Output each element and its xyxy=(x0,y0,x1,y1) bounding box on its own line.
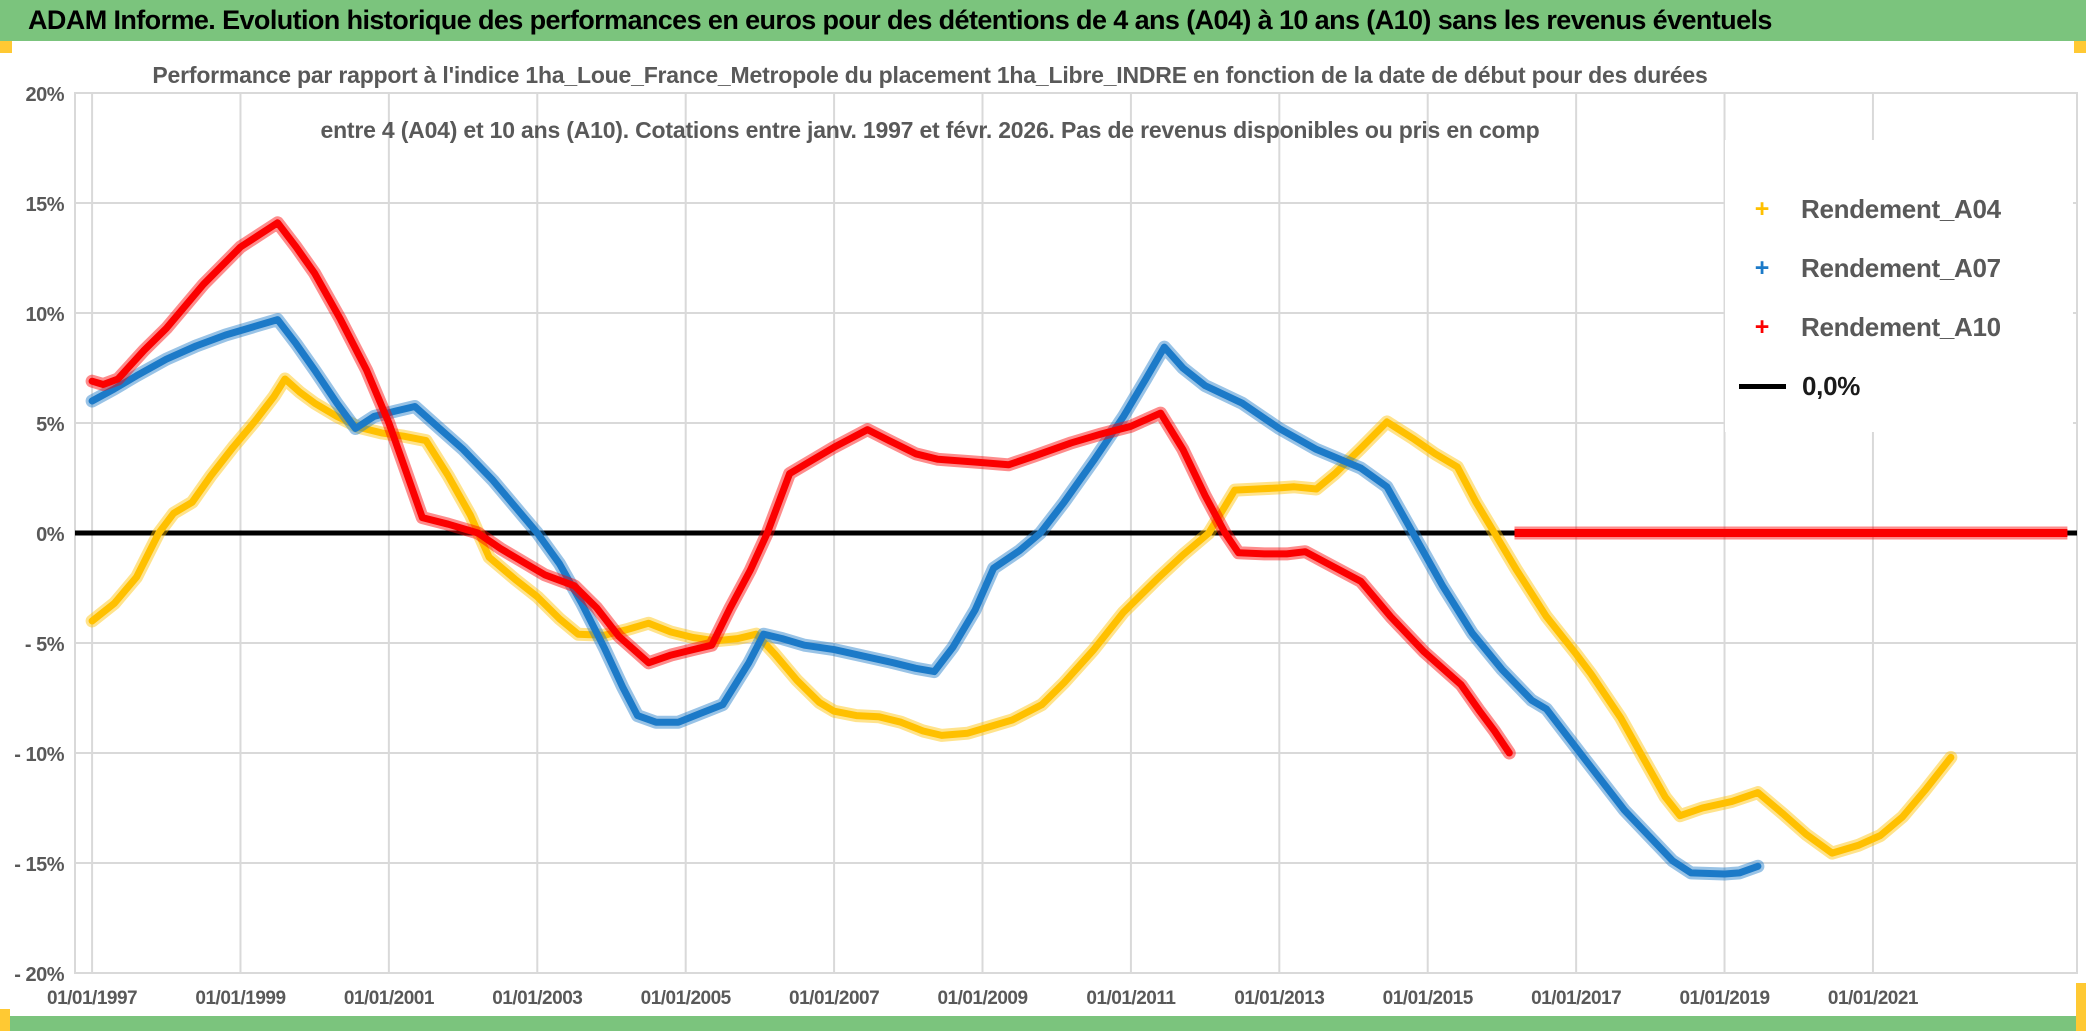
chart-title-line2: entre 4 (A04) et 10 ans (A10). Cotations… xyxy=(320,117,1540,143)
y-tick-label: - 20% xyxy=(14,964,64,986)
y-tick-label: - 10% xyxy=(14,744,64,766)
x-tick-label: 01/01/2005 xyxy=(641,988,732,1009)
x-tick-label: 01/01/2007 xyxy=(789,988,879,1009)
series-rendement-a10-line xyxy=(88,219,1513,757)
header-bar: ADAM Informe. Evolution historique des p… xyxy=(0,0,2086,41)
y-tick-label: 15% xyxy=(25,194,64,216)
x-tick-label: 01/01/2011 xyxy=(1086,988,1176,1009)
plus-marker-icon: + xyxy=(1754,313,1770,341)
y-tick-label: 20% xyxy=(25,84,64,106)
x-tick-label: 01/01/2017 xyxy=(1531,988,1621,1009)
x-tick-label: 01/01/2001 xyxy=(344,988,435,1009)
chart-title-line1: Performance par rapport à l'indice 1ha_L… xyxy=(152,62,1708,88)
zero-line-swatch xyxy=(1739,384,1786,389)
legend-label: Rendement_A04 xyxy=(1801,194,2001,224)
x-tick-label: 01/01/2021 xyxy=(1828,988,1919,1009)
chart-legend: + Rendement_A04 + Rendement_A07 + Rendement_A… xyxy=(1725,140,2073,432)
bottom-bar xyxy=(0,1016,2086,1031)
accent-corner-top-right xyxy=(2074,41,2086,53)
legend-item-0-0-: 0,0% xyxy=(1725,357,2073,416)
x-tick-label: 01/01/2015 xyxy=(1383,988,1474,1009)
legend-item-rendement-a10: + Rendement_A10 xyxy=(1725,298,2073,357)
y-tick-label: 10% xyxy=(25,304,64,326)
legend-item-rendement-a04: + Rendement_A04 xyxy=(1725,180,2073,239)
legend-label: 0,0% xyxy=(1802,371,1861,401)
accent-corner-bottom-left xyxy=(0,1009,10,1031)
x-tick-label: 01/01/2003 xyxy=(492,988,582,1009)
x-tick-label: 01/01/1999 xyxy=(195,988,285,1009)
x-tick-label: 01/01/2019 xyxy=(1679,988,1769,1009)
y-tick-label: - 5% xyxy=(25,634,65,656)
chart-title: Performance par rapport à l'indice 1ha_L… xyxy=(105,48,1755,158)
y-tick-label: - 15% xyxy=(14,854,64,876)
header-title: ADAM Informe. Evolution historique des p… xyxy=(28,5,1772,35)
y-tick-label: 0% xyxy=(36,524,65,546)
x-tick-label: 01/01/2013 xyxy=(1234,988,1324,1009)
legend-label: Rendement_A07 xyxy=(1801,253,2001,283)
accent-corner-top-left xyxy=(0,41,12,53)
y-tick-label: 5% xyxy=(36,414,65,436)
legend-label: Rendement_A10 xyxy=(1801,312,2001,342)
legend-item-rendement-a07: + Rendement_A07 xyxy=(1725,239,2073,298)
series-rendement-a07-line xyxy=(88,316,1762,878)
plus-marker-icon: + xyxy=(1754,195,1770,223)
x-tick-label: 01/01/2009 xyxy=(937,988,1027,1009)
x-tick-label: 01/01/1997 xyxy=(47,988,137,1009)
accent-corner-bottom-right xyxy=(2076,983,2086,1031)
plus-marker-icon: + xyxy=(1754,254,1770,282)
